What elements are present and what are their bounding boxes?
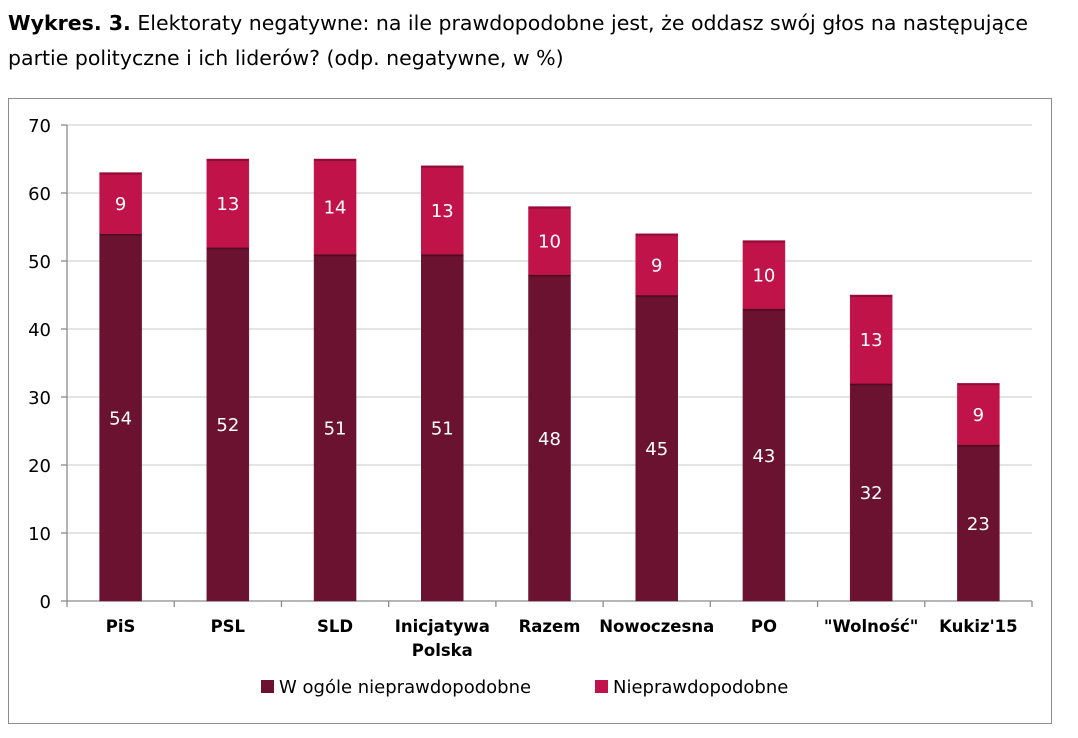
x-tick-label: PiS bbox=[106, 617, 136, 636]
bar-w-ogole-nieprawdopodobne bbox=[849, 383, 893, 602]
y-tick-label: 50 bbox=[28, 252, 51, 273]
data-label: 13 bbox=[216, 194, 239, 215]
legend-swatch-w-ogole-nieprawdopodobne bbox=[261, 680, 274, 693]
x-tick-label: "Wolność" bbox=[824, 617, 918, 636]
x-tick-label: Nowoczesna bbox=[599, 617, 714, 636]
data-label: 52 bbox=[216, 415, 239, 436]
x-tick-label: PO bbox=[751, 617, 777, 636]
bar-nieprawdopodobne bbox=[957, 383, 1000, 445]
x-tick-label: PSL bbox=[211, 617, 246, 636]
bar-w-ogole-nieprawdopodobne bbox=[313, 253, 357, 602]
y-tick-label: 30 bbox=[28, 388, 51, 409]
bar-nieprawdopodobne bbox=[313, 158, 357, 255]
data-label: 10 bbox=[752, 266, 775, 287]
bar-nieprawdopodobne bbox=[635, 233, 678, 296]
bar-nieprawdopodobne bbox=[742, 240, 786, 309]
y-tick-label: 10 bbox=[28, 524, 51, 545]
x-tick-label: SLD bbox=[317, 617, 353, 636]
y-tick-label: 0 bbox=[40, 592, 51, 613]
data-label: 54 bbox=[109, 408, 132, 429]
y-tick-label: 70 bbox=[28, 116, 51, 137]
x-tick-label: Kukiz'15 bbox=[939, 617, 1018, 636]
bar-w-ogole-nieprawdopodobne bbox=[206, 247, 250, 602]
bar-w-ogole-nieprawdopodobne bbox=[635, 294, 678, 602]
data-label: 23 bbox=[967, 514, 990, 535]
data-label: 9 bbox=[973, 405, 984, 426]
data-label: 48 bbox=[538, 429, 561, 450]
bar-nieprawdopodobne bbox=[528, 206, 571, 275]
bar-w-ogole-nieprawdopodobne bbox=[957, 444, 1000, 602]
caption-text: Elektoraty negatywne: na ile prawdopodob… bbox=[8, 11, 1028, 70]
legend-label: W ogóle nieprawdopodobne bbox=[279, 677, 531, 698]
y-tick-label: 60 bbox=[28, 184, 51, 205]
data-label: 10 bbox=[538, 232, 561, 253]
bar-nieprawdopodobne bbox=[99, 172, 142, 235]
data-label: 32 bbox=[860, 483, 883, 504]
x-tick-label: Inicjatywa bbox=[395, 617, 490, 636]
bar-w-ogole-nieprawdopodobne bbox=[99, 233, 142, 602]
bar-nieprawdopodobne bbox=[849, 294, 893, 384]
data-label: 45 bbox=[645, 439, 668, 460]
x-tick-label: Polska bbox=[412, 641, 473, 660]
bar-w-ogole-nieprawdopodobne bbox=[528, 274, 571, 602]
y-tick-label: 40 bbox=[28, 320, 51, 341]
stacked-bar-chart: 0 10 20 30 40 50 60 70 54 9 PiS 52 13 PSL 51 14 SLD 51 13 I… bbox=[28, 116, 1033, 698]
data-label: 51 bbox=[324, 419, 347, 440]
legend-label: Nieprawdopodobne bbox=[613, 677, 788, 698]
x-tick-label: Razem bbox=[519, 617, 581, 636]
caption-label: Wykres. 3. bbox=[8, 11, 131, 35]
y-tick-label: 20 bbox=[28, 456, 51, 477]
data-label: 13 bbox=[431, 201, 454, 222]
chart-frame: 0 10 20 30 40 50 60 70 54 9 PiS 52 13 PSL 51 14 SLD 51 13 I… bbox=[8, 98, 1052, 724]
legend-swatch-nieprawdopodobne bbox=[595, 680, 608, 693]
chart-caption: Wykres. 3. Elektoraty negatywne: na ile … bbox=[8, 6, 1072, 76]
data-label: 43 bbox=[752, 446, 775, 467]
data-label: 51 bbox=[431, 419, 454, 440]
data-label: 9 bbox=[651, 255, 662, 276]
data-label: 9 bbox=[115, 194, 126, 215]
data-label: 13 bbox=[860, 330, 883, 351]
bar-w-ogole-nieprawdopodobne bbox=[421, 253, 464, 602]
data-label: 14 bbox=[324, 198, 347, 219]
